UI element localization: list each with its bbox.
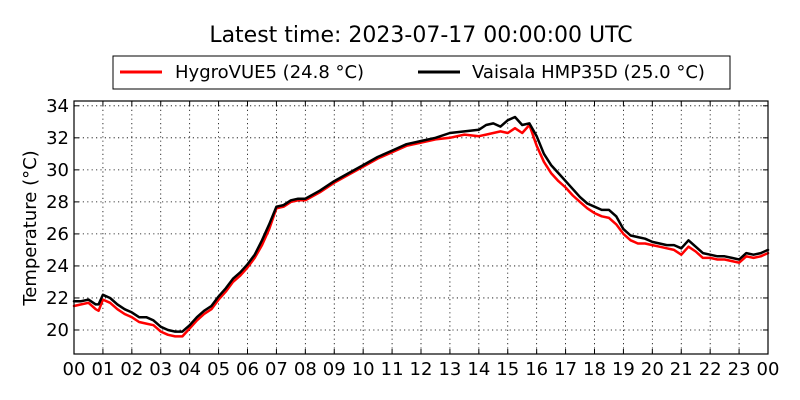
x-tick-label: 03	[149, 359, 172, 380]
y-tick-label: 22	[46, 288, 69, 309]
series-layer	[72, 115, 770, 338]
series-line-hygrovue5	[72, 123, 770, 338]
x-tick-label: 10	[352, 359, 375, 380]
series-line-vaisala	[72, 115, 770, 333]
y-axis-label: Temperature (°C)	[20, 150, 41, 306]
legend-label-vaisala: Vaisala HMP35D (25.0 °C)	[472, 62, 705, 83]
x-tick-label: 00	[63, 359, 86, 380]
x-tick-label: 00	[757, 359, 780, 380]
plot-frame	[73, 100, 769, 355]
y-tick-label: 26	[46, 224, 69, 245]
y-tick-label: 24	[46, 256, 69, 277]
x-tick-label: 09	[323, 359, 346, 380]
x-tick-label: 20	[641, 359, 664, 380]
chart-title: Latest time: 2023-07-17 00:00:00 UTC	[209, 23, 632, 48]
legend-label-hygrovue5: HygroVUE5 (24.8 °C)	[175, 62, 364, 83]
x-tick-label: 02	[120, 359, 143, 380]
x-tick-label: 14	[467, 359, 490, 380]
x-tick-label: 15	[496, 359, 519, 380]
grid	[74, 101, 768, 354]
x-tick-label: 22	[699, 359, 722, 380]
x-tick-label: 06	[236, 359, 259, 380]
x-tick-label: 16	[525, 359, 548, 380]
x-tick-label: 11	[381, 359, 404, 380]
legend: HygroVUE5 (24.8 °C) Vaisala HMP35D (25.0…	[112, 55, 731, 90]
y-tick-label: 32	[46, 128, 69, 149]
y-tick-label: 20	[46, 320, 69, 341]
x-tick-label: 23	[728, 359, 751, 380]
x-tick-label: 08	[294, 359, 317, 380]
x-tick-label: 17	[554, 359, 577, 380]
x-tick-label: 18	[583, 359, 606, 380]
x-tick-label: 07	[265, 359, 288, 380]
y-tick-label: 28	[46, 192, 69, 213]
x-tick-label: 04	[178, 359, 201, 380]
x-tick-label: 12	[410, 359, 433, 380]
x-tick-label: 21	[670, 359, 693, 380]
axis-ticks: 00 01 02 03 04 05 06 07 08 09 10 11 12 13 14 15 16 17 18 19…	[46, 96, 779, 380]
x-tick-label: 19	[612, 359, 635, 380]
y-tick-label: 34	[46, 96, 69, 117]
y-tick-label: 30	[46, 160, 69, 181]
x-tick-label: 01	[91, 359, 114, 380]
x-tick-label: 05	[207, 359, 230, 380]
x-tick-label: 13	[438, 359, 461, 380]
